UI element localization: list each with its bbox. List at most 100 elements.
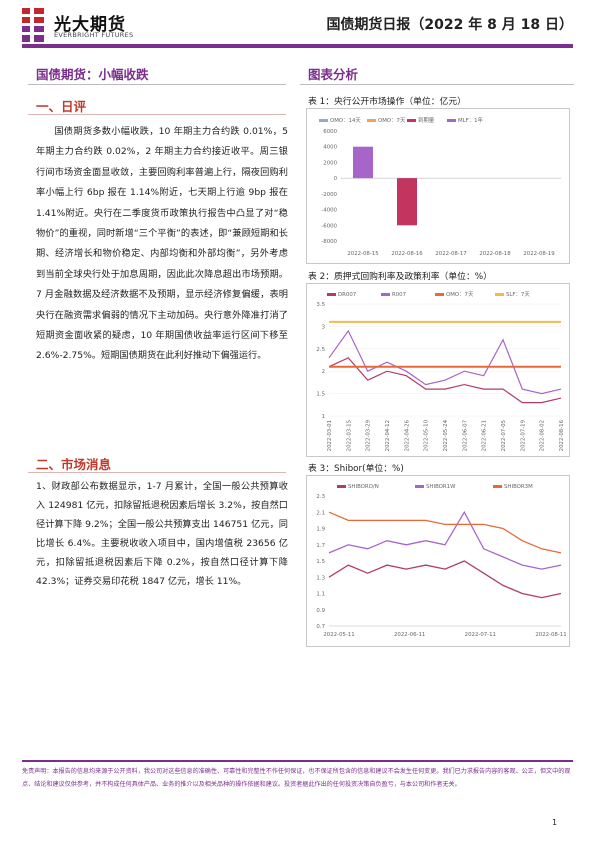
chart2-ytick-5: 1 xyxy=(322,414,325,420)
chart3-line-2 xyxy=(328,511,562,554)
chart2-ytick-0: 3.5 xyxy=(316,302,325,308)
chart1-legend-label-3: MLF：1年 xyxy=(458,116,484,124)
chart3-line-1 xyxy=(328,510,562,570)
chart2-legend-swatch-2 xyxy=(435,293,444,296)
chart2-line-0 xyxy=(328,357,562,404)
chart3-legend-label-2: SHIBOR3M xyxy=(504,484,533,490)
chart3-legend-swatch-1 xyxy=(415,485,424,488)
logo-mark-icon xyxy=(22,8,44,42)
news-section-divider xyxy=(28,472,286,473)
chart3-legend-swatch-2 xyxy=(493,485,502,488)
chart2-xtick-3: 2022-04-12 xyxy=(385,420,391,451)
chart2-xtick-6: 2022-05-24 xyxy=(443,419,449,451)
chart1-ytick-1: 4000 xyxy=(323,145,337,151)
brand-name-cn: 光大期货 xyxy=(54,15,126,35)
chart1-bar-2-1 xyxy=(397,178,417,226)
chart3-ytick-8: 0.7 xyxy=(316,624,325,630)
chart3-xtick-3: 2022-08-11 xyxy=(535,632,566,638)
chart1-ytick-0: 6000 xyxy=(323,129,337,135)
chart2-legend-swatch-0 xyxy=(327,293,336,296)
chart2-xtick-9: 2022-07-05 xyxy=(501,420,507,451)
chart1-xtick-1: 2022-08-16 xyxy=(391,251,423,257)
chart3-ytick-3: 1.7 xyxy=(316,543,325,549)
chart1-ytick-5: -4000 xyxy=(321,208,337,214)
chart2-legend-label-2: OMO：7天 xyxy=(446,291,474,298)
news-section-title: 二、市场消息 xyxy=(36,457,112,472)
chart1-container: OMO：14天 OMO：7天 到期量 MLF：1年 6000 4000 2000 0 -2000… xyxy=(306,108,570,264)
chart2-legend-label-3: SLF：7天 xyxy=(506,291,530,298)
chart2-xtick-7: 2022-06-07 xyxy=(462,420,468,451)
chart1-bar-3-0 xyxy=(353,146,373,179)
chart1-title: 表 1：央行公开市场操作（单位：亿元） xyxy=(308,97,466,107)
chart1-ytick-4: -2000 xyxy=(321,192,337,198)
chart2-xtick-10: 2022-07-19 xyxy=(520,419,526,451)
chart3-ytick-1: 2.1 xyxy=(316,510,325,516)
page-number: 1 xyxy=(552,818,558,827)
chart2-xtick-5: 2022-05-10 xyxy=(424,419,430,451)
chart3-xtick-1: 2022-06-11 xyxy=(394,632,425,638)
chart3-legend-swatch-0 xyxy=(337,485,346,488)
chart1-ytick-7: -8000 xyxy=(321,239,337,245)
chart2-xtick-11: 2022-08-02 xyxy=(540,420,546,451)
brand-name-en: EVERBRIGHT FUTURES xyxy=(54,31,134,39)
company-logo: 光大期货 EVERBRIGHT FUTURES xyxy=(22,8,182,42)
chart3-container: SHIBORO/N SHIBOR1W SHIBOR3M 2.3 2.1 1.9 1.7 1.5… xyxy=(306,475,570,647)
chart2-ytick-4: 1.5 xyxy=(316,392,325,398)
news-paragraph: 1、财政部公布数据显示，1-7 月累计，全国一般公共预算收入 124981 亿元… xyxy=(36,481,288,587)
chart3-ytick-0: 2.3 xyxy=(316,494,325,500)
chart1-legend-swatch-2 xyxy=(407,119,416,122)
main-heading: 国债期货：小幅收跌 xyxy=(36,67,149,82)
chart1-legend-label-0: OMO：14天 xyxy=(330,117,361,124)
main-heading-divider xyxy=(28,84,286,85)
report-title: 国债期货日报（2022 年 8 月 18 日） xyxy=(326,17,573,33)
chart1-svg: OMO：14天 OMO：7天 到期量 MLF：1年 6000 4000 2000 0 -2000… xyxy=(319,116,561,257)
chart1-xtick-2: 2022-08-17 xyxy=(435,251,466,257)
chart2-legend-label-1: R007 xyxy=(392,292,406,298)
chart-section-divider xyxy=(300,84,574,85)
chart1-xtick-4: 2022-08-19 xyxy=(523,251,555,257)
chart3-xtick-2: 2022-07-11 xyxy=(465,632,496,638)
chart2-xtick-1: 2022-03-15 xyxy=(346,420,352,451)
chart3-ytick-7: 0.9 xyxy=(316,608,325,614)
chart2-svg: DR007 R007 OMO：7天 SLF：7天3.532.521.512022-03… xyxy=(316,291,565,451)
chart1-legend-swatch-0 xyxy=(319,119,328,122)
disclaimer-text: 免责声明：本报告的信息均来源于公开资料，我公司对这些信息的准确性、可靠性和完整性… xyxy=(22,768,571,788)
chart1-legend-swatch-1 xyxy=(367,119,376,122)
chart2-xtick-4: 2022-04-26 xyxy=(404,419,410,451)
chart2-xtick-12: 2022-08-16 xyxy=(559,419,565,451)
chart3-legend-label-1: SHIBOR1W xyxy=(426,484,456,490)
chart2-container: DR007 R007 OMO：7天 SLF：7天 3.5 3 2.5 2 1.5 1 2022-03… xyxy=(306,283,570,457)
review-paragraph: 国债期货多数小幅收跌，10 年期主力合约跌 0.01%，5 年期主力合约跌 0.… xyxy=(36,126,288,362)
chart2-xtick-2: 2022-03-29 xyxy=(366,419,372,451)
chart2-xtick-0: 2022-03-01 xyxy=(327,420,333,451)
chart2-ytick-3: 2 xyxy=(322,369,325,375)
chart3-ytick-5: 1.3 xyxy=(316,575,325,581)
review-section-divider xyxy=(28,114,286,115)
chart2-ytick-1: 3 xyxy=(322,324,325,330)
chart1-ytick-2: 2000 xyxy=(323,160,337,166)
chart3-legend-label-0: SHIBORO/N xyxy=(348,484,379,490)
chart1-xtick-3: 2022-08-18 xyxy=(479,251,511,257)
chart2-title: 表 2：质押式回购利率及政策利率（单位：%） xyxy=(308,272,492,282)
chart3-xtick-0: 2022-05-11 xyxy=(323,632,354,638)
chart2-legend-swatch-3 xyxy=(495,293,504,296)
chart2-legend-swatch-1 xyxy=(381,293,390,296)
chart2-legend-label-0: DR007 xyxy=(338,292,356,298)
chart2-xtick-8: 2022-06-21 xyxy=(482,420,488,451)
chart3-ytick-2: 1.9 xyxy=(316,527,325,533)
chart-section-heading: 图表分析 xyxy=(308,67,359,82)
chart1-ytick-6: -6000 xyxy=(321,223,337,229)
chart1-legend-label-1: OMO：7天 xyxy=(378,117,406,124)
chart2-ytick-2: 2.5 xyxy=(316,347,325,353)
chart3-svg: SHIBORO/N SHIBOR1W SHIBOR3M 2.3 2.1 1.9 1.7 1.5… xyxy=(316,484,566,638)
chart1-ytick-3: 0 xyxy=(334,176,338,182)
chart3-ytick-4: 1.5 xyxy=(316,559,325,565)
chart1-legend-swatch-3 xyxy=(447,119,456,122)
chart1-legend-label-2: 到期量 xyxy=(418,117,435,124)
chart3-ytick-6: 1.1 xyxy=(316,592,325,598)
review-section-title: 一、日评 xyxy=(36,99,87,114)
chart1-xtick-0: 2022-08-15 xyxy=(347,251,378,257)
footer-divider xyxy=(22,760,573,762)
chart3-line-0 xyxy=(328,560,562,599)
header-divider xyxy=(22,44,573,48)
